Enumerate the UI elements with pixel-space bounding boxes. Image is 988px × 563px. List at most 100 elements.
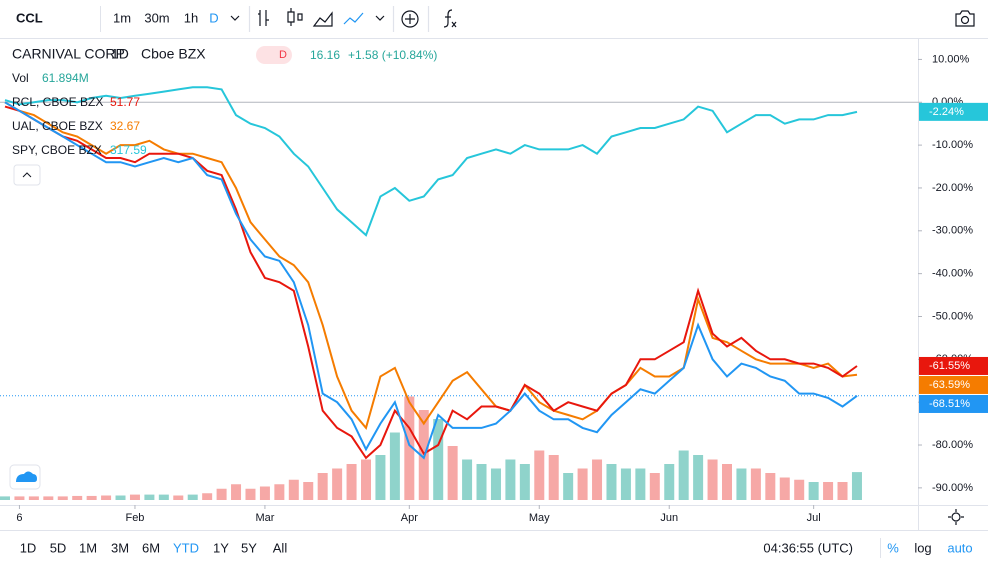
legend-change: +1.58 (+10.84%) <box>348 48 437 62</box>
x-tick-label: 6 <box>16 512 22 524</box>
toolbar-icons <box>230 6 975 525</box>
volume-bar <box>288 479 299 500</box>
volume-bar <box>476 464 487 500</box>
x-tick-label: Apr <box>401 512 418 524</box>
last-value-badge <box>919 356 988 375</box>
volume-bar <box>534 450 545 500</box>
x-tick-label: Feb <box>125 512 144 524</box>
y-tick-label: -80.00% <box>932 439 973 451</box>
volume-bar <box>317 473 328 500</box>
range-button[interactable]: 5D <box>50 540 67 555</box>
legend-series-price: 317.59 <box>110 143 147 157</box>
volume-bar <box>57 496 68 500</box>
bars-icon[interactable] <box>258 10 269 26</box>
range-button[interactable]: 1M <box>79 540 97 555</box>
volume-bar <box>433 419 444 500</box>
legend-series-name: RCL, CBOE BZX <box>12 95 103 109</box>
volume-bar <box>490 468 501 500</box>
range-button[interactable]: 1D <box>20 540 37 555</box>
scale-option[interactable]: % <box>887 540 899 555</box>
last-value-badge <box>919 394 988 413</box>
badge-bg <box>256 46 292 64</box>
candles-icon[interactable] <box>287 8 303 26</box>
scale-option[interactable]: log <box>914 540 931 555</box>
volume-bar <box>462 459 473 500</box>
volume-bar <box>202 493 213 500</box>
volume-label: Vol <box>12 71 29 85</box>
volume-bar <box>563 473 574 500</box>
volume-bar <box>837 482 848 500</box>
volume-bar <box>722 464 732 500</box>
clock: 04:36:55 (UTC) <box>763 540 853 555</box>
volume-bar <box>173 495 184 500</box>
compare-icon[interactable] <box>401 10 419 28</box>
y-tick-label: -50.00% <box>932 310 973 322</box>
collapse-button[interactable] <box>13 164 41 186</box>
volume-bar <box>245 488 256 500</box>
range-button[interactable]: All <box>273 540 288 555</box>
range-button[interactable]: 3M <box>111 540 129 555</box>
y-tick-label: -30.00% <box>932 225 973 237</box>
volume-bar <box>129 494 140 500</box>
camera-icon[interactable] <box>955 10 975 27</box>
collapse-icon <box>22 172 32 178</box>
scale-option[interactable]: auto <box>947 540 972 555</box>
legend-interval: 1D <box>111 46 129 62</box>
line-icon[interactable] <box>343 12 364 25</box>
interval-button[interactable]: 30m <box>144 10 169 25</box>
y-tick-label: 10.00% <box>932 53 970 65</box>
volume-bar <box>664 464 675 500</box>
range-button[interactable]: 1Y <box>213 540 229 555</box>
range-button[interactable]: 6M <box>142 540 160 555</box>
volume-bar <box>332 468 343 500</box>
volume-bar <box>649 473 660 500</box>
legend-badge: D <box>279 49 287 61</box>
volume-bar <box>375 455 386 500</box>
interval-button[interactable]: 1m <box>113 10 131 25</box>
volume-bar <box>259 486 270 500</box>
legend-price: 16.16 <box>310 48 340 62</box>
volume-bar <box>693 455 704 500</box>
volume-bar <box>144 494 155 500</box>
interval-button[interactable]: 1h <box>184 10 198 25</box>
logo <box>16 471 37 482</box>
volume-bar <box>577 468 588 500</box>
series-line <box>4 101 858 430</box>
volume-bar <box>0 496 10 500</box>
y-tick-label: -10.00% <box>932 139 973 151</box>
volume-bar <box>115 495 126 500</box>
volume-bar <box>808 482 819 500</box>
volume-bar <box>765 473 776 500</box>
area-icon[interactable] <box>312 11 333 27</box>
settings-icon[interactable] <box>951 512 961 522</box>
legend-title: CARNIVAL CORP <box>12 46 125 62</box>
volume-bar <box>158 494 169 500</box>
volume-bar <box>620 468 631 500</box>
volume-bar <box>606 464 617 500</box>
dropdown-icon[interactable] <box>375 15 385 21</box>
legend-series-price: 51.77 <box>110 95 140 109</box>
legend-series-name: UAL, CBOE BZX <box>12 119 103 133</box>
indicators-icon[interactable] <box>443 9 457 28</box>
volume-bar <box>389 432 400 500</box>
interval-button[interactable]: D <box>209 10 218 25</box>
volume <box>0 396 862 500</box>
volume-bar <box>72 495 83 500</box>
volume-bar <box>303 482 314 500</box>
y-tick-label: -40.00% <box>932 268 973 280</box>
volume-bar <box>274 484 285 500</box>
volume-bar <box>851 472 862 500</box>
range-button[interactable]: 5Y <box>241 540 257 555</box>
y-tick-label: -90.00% <box>932 482 973 494</box>
symbol[interactable]: CCL <box>16 10 43 25</box>
range-button[interactable]: YTD <box>173 540 199 555</box>
dropdown-icon[interactable] <box>230 15 240 21</box>
last-value-label: -61.55% <box>929 360 970 372</box>
legend-series-name: SPY, CBOE BZX <box>12 143 102 157</box>
volume-bar <box>678 450 689 500</box>
volume-bar <box>14 496 25 500</box>
legend-exchange: Cboe BZX <box>141 46 206 62</box>
y-tick-label: -20.00% <box>932 182 973 194</box>
x-tick-label: Jun <box>660 512 678 524</box>
